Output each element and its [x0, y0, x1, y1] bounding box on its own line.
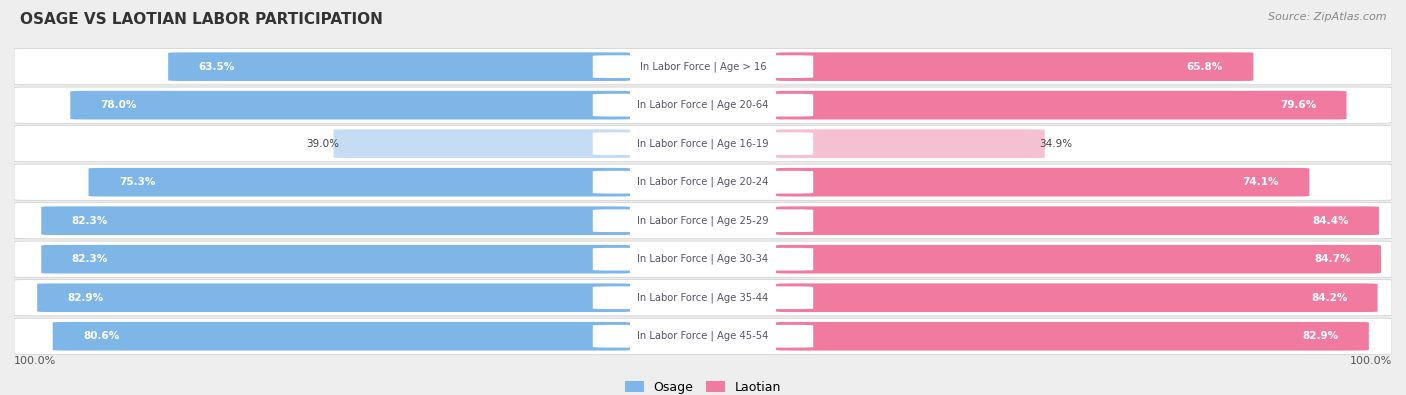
Text: 84.7%: 84.7% — [1315, 254, 1351, 264]
FancyBboxPatch shape — [41, 245, 630, 274]
Text: 65.8%: 65.8% — [1187, 62, 1223, 71]
FancyBboxPatch shape — [776, 206, 1379, 235]
Text: 100.0%: 100.0% — [1350, 356, 1392, 365]
Text: 63.5%: 63.5% — [198, 62, 235, 71]
Text: In Labor Force | Age > 16: In Labor Force | Age > 16 — [640, 61, 766, 72]
FancyBboxPatch shape — [593, 248, 813, 271]
FancyBboxPatch shape — [776, 129, 1045, 158]
FancyBboxPatch shape — [593, 132, 813, 155]
Text: 84.4%: 84.4% — [1312, 216, 1348, 226]
FancyBboxPatch shape — [593, 171, 813, 194]
FancyBboxPatch shape — [14, 87, 1392, 123]
FancyBboxPatch shape — [14, 49, 1392, 85]
FancyBboxPatch shape — [52, 322, 630, 351]
FancyBboxPatch shape — [14, 126, 1392, 162]
FancyBboxPatch shape — [776, 91, 1347, 120]
FancyBboxPatch shape — [776, 283, 1378, 312]
Text: OSAGE VS LAOTIAN LABOR PARTICIPATION: OSAGE VS LAOTIAN LABOR PARTICIPATION — [20, 12, 382, 27]
FancyBboxPatch shape — [14, 203, 1392, 239]
FancyBboxPatch shape — [169, 52, 630, 81]
Text: 82.3%: 82.3% — [72, 216, 108, 226]
FancyBboxPatch shape — [14, 164, 1392, 200]
Legend: Osage, Laotian: Osage, Laotian — [620, 376, 786, 395]
Text: In Labor Force | Age 20-64: In Labor Force | Age 20-64 — [637, 100, 769, 111]
FancyBboxPatch shape — [593, 209, 813, 232]
FancyBboxPatch shape — [593, 55, 813, 78]
Text: Source: ZipAtlas.com: Source: ZipAtlas.com — [1268, 12, 1386, 22]
FancyBboxPatch shape — [333, 129, 630, 158]
Text: 74.1%: 74.1% — [1243, 177, 1279, 187]
FancyBboxPatch shape — [593, 286, 813, 309]
FancyBboxPatch shape — [14, 318, 1392, 354]
FancyBboxPatch shape — [776, 245, 1381, 274]
FancyBboxPatch shape — [89, 168, 630, 197]
Text: 79.6%: 79.6% — [1279, 100, 1316, 110]
FancyBboxPatch shape — [593, 94, 813, 117]
Text: 80.6%: 80.6% — [83, 331, 120, 341]
Text: 82.3%: 82.3% — [72, 254, 108, 264]
FancyBboxPatch shape — [41, 206, 630, 235]
Text: 82.9%: 82.9% — [1302, 331, 1339, 341]
Text: 75.3%: 75.3% — [120, 177, 155, 187]
FancyBboxPatch shape — [14, 280, 1392, 316]
Text: 39.0%: 39.0% — [307, 139, 339, 149]
Text: In Labor Force | Age 25-29: In Labor Force | Age 25-29 — [637, 215, 769, 226]
Text: 34.9%: 34.9% — [1039, 139, 1073, 149]
Text: 78.0%: 78.0% — [101, 100, 136, 110]
FancyBboxPatch shape — [776, 52, 1253, 81]
Text: 82.9%: 82.9% — [67, 293, 104, 303]
Text: 100.0%: 100.0% — [14, 356, 56, 365]
FancyBboxPatch shape — [37, 283, 630, 312]
FancyBboxPatch shape — [776, 322, 1369, 351]
Text: In Labor Force | Age 30-34: In Labor Force | Age 30-34 — [637, 254, 769, 265]
Text: In Labor Force | Age 20-24: In Labor Force | Age 20-24 — [637, 177, 769, 188]
FancyBboxPatch shape — [593, 325, 813, 348]
FancyBboxPatch shape — [776, 168, 1309, 197]
Text: In Labor Force | Age 35-44: In Labor Force | Age 35-44 — [637, 292, 769, 303]
Text: 84.2%: 84.2% — [1310, 293, 1347, 303]
FancyBboxPatch shape — [14, 241, 1392, 277]
Text: In Labor Force | Age 16-19: In Labor Force | Age 16-19 — [637, 138, 769, 149]
Text: In Labor Force | Age 45-54: In Labor Force | Age 45-54 — [637, 331, 769, 342]
FancyBboxPatch shape — [70, 91, 630, 120]
